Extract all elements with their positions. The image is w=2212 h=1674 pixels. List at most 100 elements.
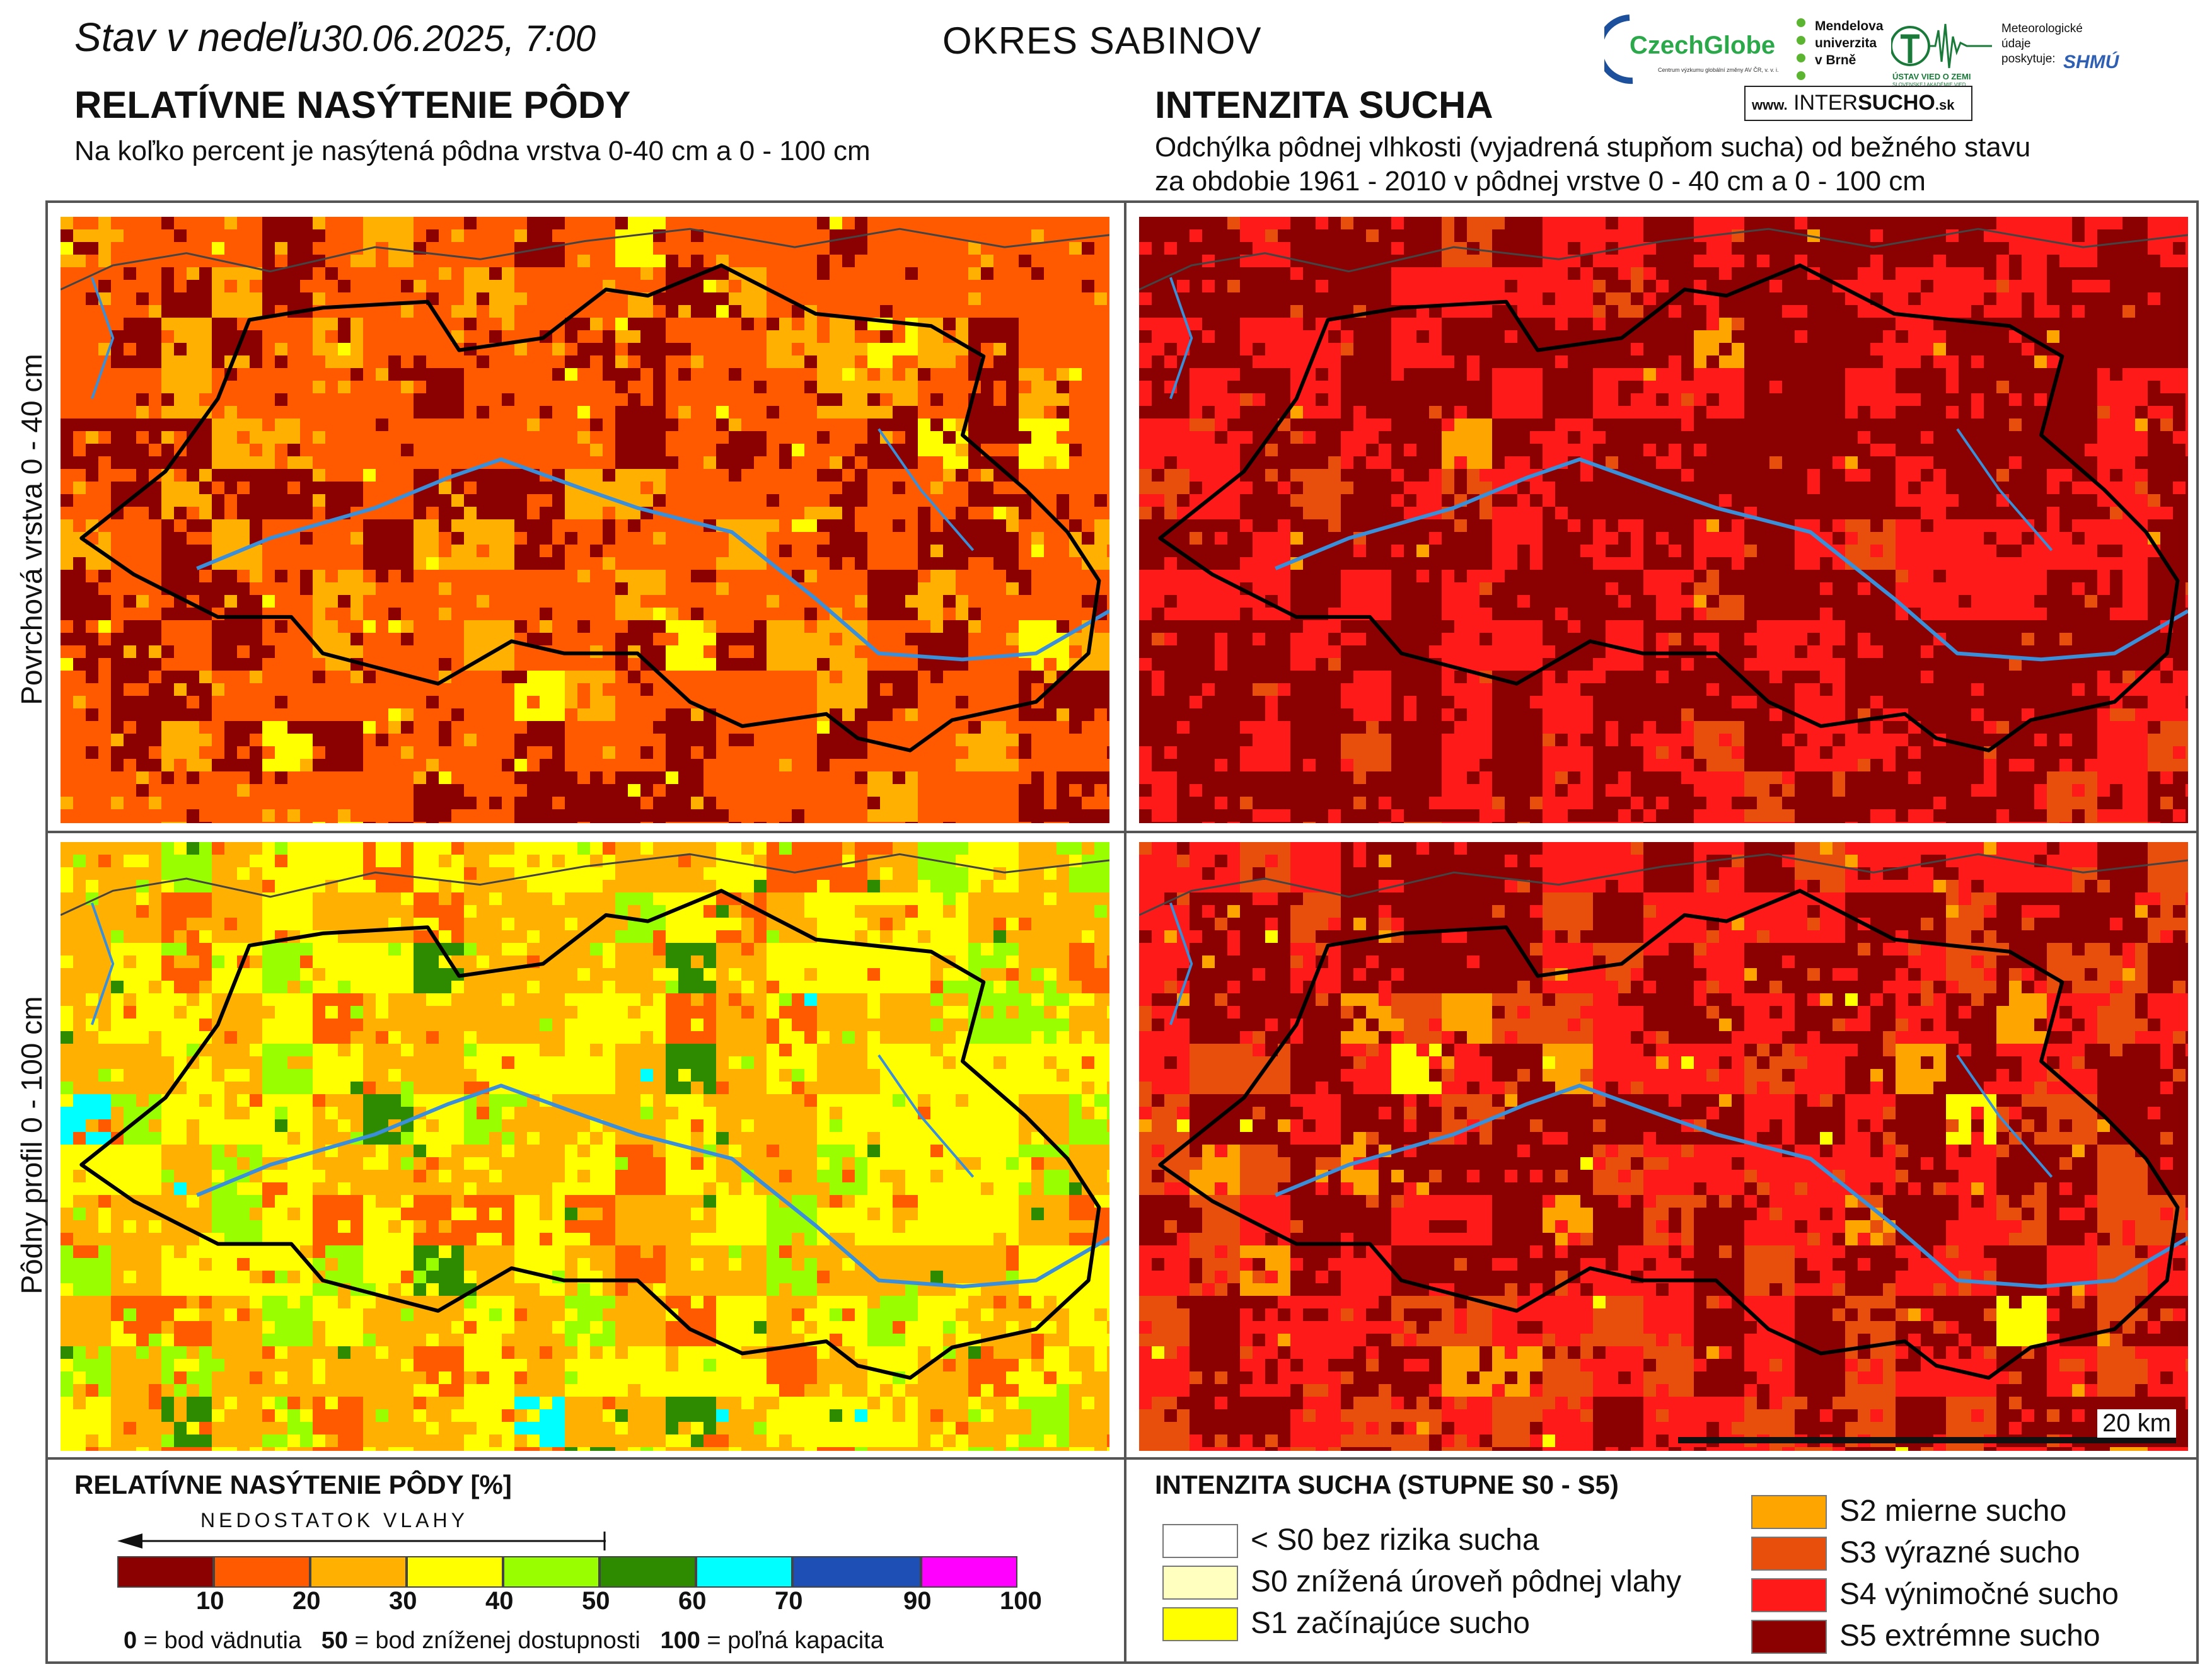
saturation-tick-label: 70	[775, 1587, 803, 1615]
mendel-logo[interactable]: Mendelova univerzita v Brně	[1793, 16, 1884, 86]
uvz-logo[interactable]: ÚSTAV VIED O ZEMI SLOVENSKEJ AKADÉMIE VI…	[1890, 18, 1995, 88]
saturation-swatch	[503, 1556, 599, 1588]
drought-swatch	[1751, 1495, 1827, 1529]
neighbor-boundary	[61, 853, 1109, 916]
mendel-text: Mendelova univerzita v Brně	[1815, 19, 1884, 67]
map-drought-0-100[interactable]	[1139, 842, 2188, 1451]
czechglobe-logo[interactable]: CzechGlobe Centrum výzkumu globální změn…	[1596, 11, 1787, 87]
river-torysa	[196, 457, 1109, 662]
footnote-capacity-value: 100	[660, 1627, 700, 1654]
river-torysa	[1275, 457, 2188, 662]
drought-legend-label: S3 výrazné sucho	[1839, 1536, 2080, 1569]
drought-legend-label: S1 začínajúce sucho	[1251, 1607, 1530, 1640]
saturation-tick-label: 30	[389, 1587, 417, 1615]
river-tributary	[1956, 1054, 2053, 1178]
district-title: OKRES SABINOV	[942, 20, 1262, 62]
footnote-wilting-value: 0	[124, 1627, 137, 1654]
saturation-tick-label: 60	[678, 1587, 707, 1615]
moisture-deficit-label: NEDOSTATOK VLAHY	[200, 1509, 468, 1532]
frame-divider-vertical	[1124, 200, 1126, 1460]
right-section-subtitle-1: Odchýlka pôdnej vlhkosti (vyjadrená stup…	[1155, 132, 2031, 163]
drought-legend-title: INTENZITA SUCHA (STUPNE S0 - S5)	[1155, 1470, 1619, 1499]
drought-legend-label: S2 mierne sucho	[1839, 1494, 2067, 1528]
frame-divider-middle	[45, 831, 2199, 833]
footnote-capacity-text: = poľná kapacita	[700, 1627, 884, 1654]
drought-swatch	[1162, 1566, 1238, 1600]
saturation-swatch	[310, 1556, 407, 1588]
river-tributary	[91, 902, 115, 1025]
intersucho-www: www.	[1752, 97, 1788, 113]
river-tributary	[1169, 902, 1193, 1025]
district-boundary	[79, 263, 1101, 753]
map-saturation-0-40[interactable]	[61, 217, 1109, 823]
intersucho-sk: .sk	[1935, 97, 1955, 113]
day-prefix: Stav v nedeľu	[74, 14, 321, 60]
drought-legend-label: S0 znížená úroveň pôdnej vlahy	[1251, 1565, 1682, 1598]
district-boundary	[1158, 263, 2180, 753]
river-tributary	[1169, 277, 1193, 400]
drought-legend-label: < S0 bez rizika sucha	[1251, 1523, 1539, 1557]
raster-cells	[61, 842, 1109, 1451]
map-drought-0-40[interactable]	[1139, 217, 2188, 823]
footnote-reduced-value: 50	[321, 1627, 349, 1654]
report-date: Stav v nedeľu30.06.2025, 7:00	[74, 14, 596, 61]
left-section-subtitle: Na koľko percent je nasýtená pôdna vrstv…	[74, 136, 871, 166]
right-section-title: INTENZITA SUCHA	[1155, 84, 1493, 126]
shmu-text: SHMÚ	[2063, 52, 2119, 72]
uvz-subtext: SLOVENSKEJ AKADÉMIE VIED	[1892, 82, 1966, 88]
saturation-swatch	[792, 1556, 921, 1588]
saturation-legend-title: RELATÍVNE NASÝTENIE PÔDY [%]	[74, 1470, 512, 1499]
raster-cells	[1139, 217, 2188, 823]
map-saturation-0-100[interactable]	[61, 842, 1109, 1451]
drought-legend-label: S5 extrémne sucho	[1839, 1619, 2100, 1653]
scale-bar: 20 km	[1678, 1409, 2176, 1446]
intersucho-logo[interactable]: www. INTERSUCHO.sk	[1744, 86, 1972, 121]
raster-cells	[1139, 842, 2188, 1451]
raster-cells	[61, 217, 1109, 823]
intersucho-inter: INTER	[1793, 91, 1858, 115]
shmu-logo[interactable]: SHMÚ	[2063, 49, 2126, 81]
saturation-footnote: 0 = bod vädnutia 50 = bod zníženej dostu…	[124, 1627, 884, 1654]
right-section-subtitle-2: za obdobie 1961 - 2010 v pôdnej vrstve 0…	[1155, 166, 1926, 197]
saturation-swatch	[214, 1556, 310, 1588]
drought-swatch	[1751, 1620, 1827, 1654]
saturation-swatch	[599, 1556, 696, 1588]
saturation-swatch	[696, 1556, 792, 1588]
data-provider-caption: Meteorologické údaje poskytuje:	[2001, 22, 2083, 66]
uvz-text: ÚSTAV VIED O ZEMI	[1892, 72, 1971, 81]
scale-bar-label: 20 km	[2097, 1409, 2176, 1438]
mendel-dots-icon	[1797, 18, 1805, 80]
saturation-tick-label: 20	[292, 1587, 321, 1615]
footnote-wilting-text: = bod vädnutia	[137, 1627, 302, 1654]
river-tributary	[877, 1054, 975, 1178]
neighbor-boundary	[61, 228, 1109, 291]
river-tributary	[91, 277, 115, 400]
district-boundary	[1158, 889, 2180, 1380]
saturation-tick-label: 10	[196, 1587, 224, 1615]
saturation-tick-label: 40	[485, 1587, 514, 1615]
saturation-swatch	[407, 1556, 503, 1588]
saturation-tick-label: 50	[582, 1587, 610, 1615]
left-section-title: RELATÍVNE NASÝTENIE PÔDY	[74, 84, 631, 126]
frame-divider-legend	[45, 1457, 2199, 1460]
saturation-tick-label: 90	[903, 1587, 932, 1615]
czechglobe-text: CzechGlobe	[1630, 32, 1776, 59]
neighbor-boundary	[1139, 228, 2188, 291]
moisture-deficit-arrow-icon	[117, 1532, 606, 1550]
district-boundary	[79, 889, 1101, 1380]
neighbor-boundary	[1139, 853, 2188, 916]
drought-swatch	[1751, 1537, 1827, 1571]
scale-bar-line	[1678, 1437, 2176, 1443]
drought-swatch	[1162, 1607, 1238, 1641]
drought-legend-label: S4 výnimočné sucho	[1839, 1578, 2119, 1611]
row-label-profile: Pôdny profil 0 - 100 cm	[15, 996, 48, 1295]
saturation-swatch	[921, 1556, 1017, 1588]
river-tributary	[877, 428, 975, 551]
row-label-surface: Povrchová vrstva 0 - 40 cm	[15, 354, 48, 705]
intersucho-text: www. INTERSUCHO.sk	[1752, 91, 1954, 115]
drought-swatch	[1162, 1524, 1238, 1558]
saturation-tick-label: 100	[1000, 1587, 1042, 1615]
intersucho-sucho: SUCHO	[1858, 91, 1935, 115]
river-tributary	[1956, 428, 2053, 551]
partner-logos: CzechGlobe Centrum výzkumu globální změn…	[1596, 5, 2209, 128]
